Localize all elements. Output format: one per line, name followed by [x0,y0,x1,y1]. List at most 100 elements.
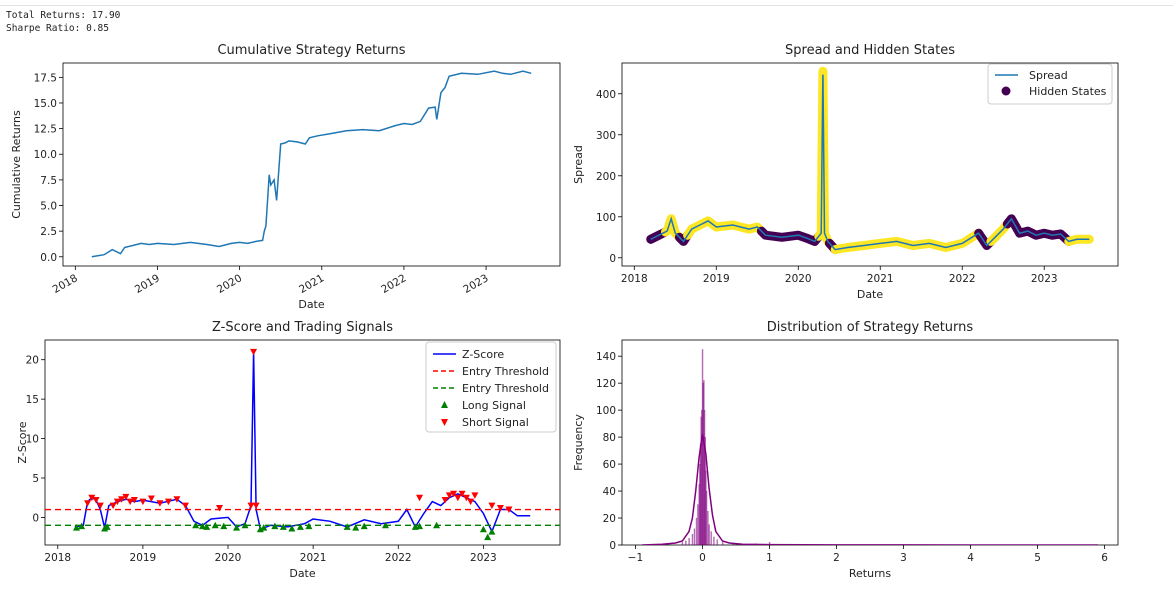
histogram-bar [685,540,687,545]
long-signal-marker [479,525,487,533]
plot-frame-1 [621,62,1119,267]
x-tick-label-0: 2021 [297,272,326,296]
legend-swatch-short-signal [441,419,448,426]
y-tick-label-1: 0 [609,253,616,265]
long-signal-marker [233,524,241,531]
long-signal-marker [305,522,313,530]
short-signal-marker [96,502,104,510]
notebook-top-border [0,0,1173,6]
long-signal-marker [296,523,304,530]
long-signal-marker [260,524,268,531]
legend-box-1 [987,63,1113,105]
histogram-bar [697,504,699,545]
y-tick-label-1: 300 [596,130,616,142]
long-signal-marker [103,523,111,530]
kde-curve [642,434,1098,545]
short-signal-marker [416,494,424,502]
long-signal-marker [271,522,279,530]
y-tick-label-2: 15 [26,394,39,406]
x-tick-label-2: 2022 [385,552,412,564]
hidden-state-point [819,67,827,75]
long-signal-marker [416,522,424,530]
short-signal-marker [139,498,147,506]
x-tick-label-1: 2020 [785,273,812,285]
x-tick-label-2: 2019 [130,552,157,564]
long-signal-marker [279,523,287,530]
y-tick-label-0: 7.5 [40,175,57,187]
x-tick-label-3: 0 [699,552,706,564]
x-tick-label-3: 2 [833,552,840,564]
short-signal-marker [467,498,475,506]
histogram-bar [710,531,712,545]
short-signal-marker [92,497,100,504]
short-signal-marker [84,500,92,507]
short-signal-marker [173,496,181,503]
x-tick-label-3: 1 [766,552,773,564]
histogram-bar [707,511,709,545]
y-tick-label-0: 17.5 [34,72,57,84]
legend-label-hidden-states: Hidden States [1029,85,1107,98]
histogram-bar [691,534,694,545]
y-tick-label-0: 0.0 [40,252,57,264]
histogram-bar [693,528,696,545]
x-tick-label-2: 2021 [300,552,327,564]
chart-title-0: Cumulative Strategy Returns [217,43,405,58]
x-tick-label-1: 2019 [703,273,730,285]
x-tick-label-0: 2023 [461,272,490,296]
x-axis-label-2: Date [289,567,316,580]
hidden-state-segment [830,228,984,255]
histogram-bar [695,517,698,545]
y-tick-label-3: 20 [603,513,616,525]
legend-box-2 [425,341,557,433]
histogram-bar [721,542,724,545]
long-signal-marker [211,521,219,529]
long-signal-marker [352,524,360,531]
legend-label-zscore: Z-Score [462,348,504,361]
y-axis-label-1: Spread [572,145,585,184]
long-signal-marker [78,522,86,530]
short-signal-marker [122,493,130,501]
y-tick-label-3: 120 [596,378,616,390]
short-signal-marker [126,498,134,506]
hidden-state-segment [1002,214,1074,246]
short-signal-marker [454,494,462,502]
y-tick-label-0: 5.0 [40,201,57,213]
y-tick-label-1: 400 [596,89,616,101]
long-signal-marker [488,528,496,535]
short-signal-marker [88,494,96,502]
short-signal-marker [216,504,224,512]
short-signal-marker [118,496,126,503]
short-signal-marker [471,492,479,499]
y-tick-label-2: 20 [26,355,39,367]
long-signal-marker [288,524,296,532]
short-signal-marker [458,490,466,498]
legend-label-upper-threshold: Entry Threshold [462,365,549,378]
x-tick-label-1: 2023 [1031,273,1058,285]
y-tick-label-3: 60 [603,459,616,471]
x-tick-label-0: 2019 [133,272,162,296]
y-tick-label-2: 10 [26,434,39,446]
y-tick-label-3: 40 [603,486,616,498]
histogram-bar [716,539,718,545]
y-axis-label-2: Z-Score [16,421,29,463]
x-tick-label-0: 2018 [51,272,80,296]
legend-label-short-signal: Short Signal [462,416,529,429]
y-tick-label-1: 200 [596,171,616,183]
x-axis-label-0: Date [298,298,325,311]
plot-frame-3 [621,339,1119,546]
legend-label-lower-threshold: Entry Threshold [462,382,549,395]
short-signal-marker [181,502,189,510]
long-signal-marker [343,523,351,530]
long-signal-marker [360,522,368,530]
histogram-bar [713,536,715,545]
x-tick-label-2: 2018 [44,552,71,564]
chart-title-1: Spread and Hidden States [785,43,955,58]
y-tick-label-3: 140 [596,351,616,363]
y-tick-label-3: 0 [609,540,616,552]
chart-title-2: Z-Score and Trading Signals [212,320,393,335]
long-signal-marker [198,522,206,530]
legend-label-long-signal: Long Signal [462,399,526,412]
x-tick-label-1: 2018 [621,273,648,285]
histogram-bar [705,490,708,545]
x-tick-label-3: 6 [1101,552,1108,564]
